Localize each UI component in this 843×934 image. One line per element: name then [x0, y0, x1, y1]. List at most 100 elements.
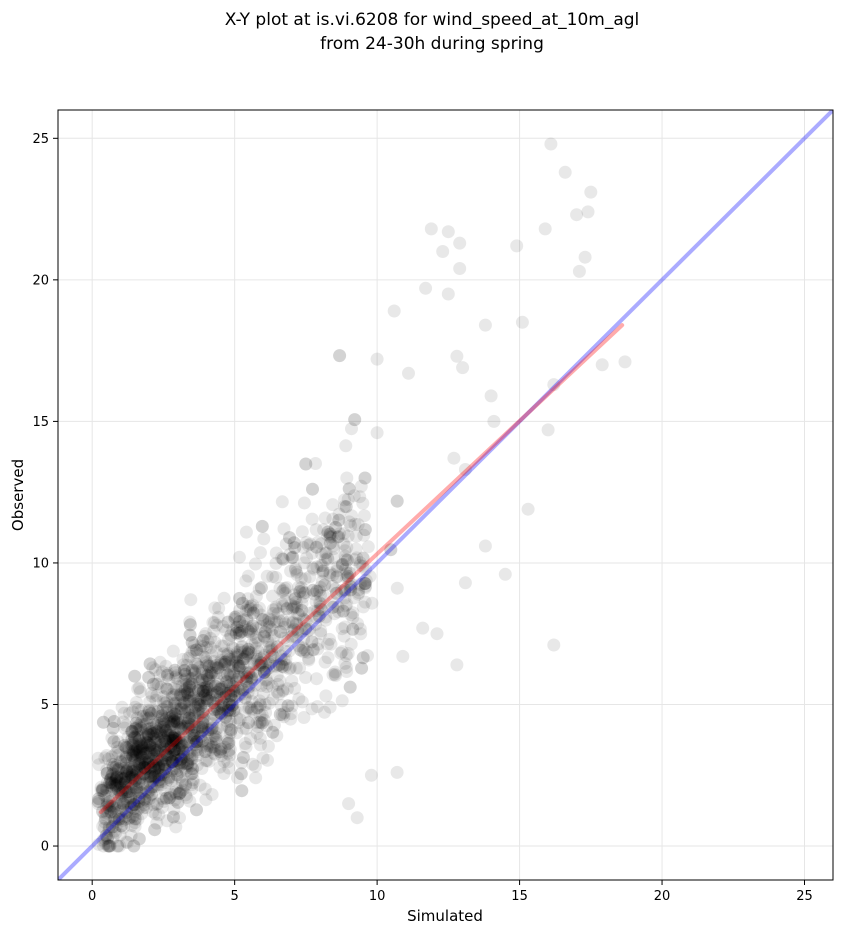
data-point: [306, 482, 319, 496]
data-point: [143, 695, 157, 709]
data-point: [358, 577, 372, 590]
data-point: [249, 771, 263, 785]
data-point: [96, 833, 110, 847]
data-point: [143, 738, 157, 752]
data-point: [168, 707, 182, 721]
data-point: [155, 711, 169, 725]
data-point: [178, 687, 192, 701]
data-point: [132, 778, 146, 792]
data-point: [172, 787, 186, 801]
data-point: [200, 693, 214, 707]
data-point: [142, 711, 156, 725]
data-point: [169, 754, 183, 767]
data-point: [227, 684, 241, 698]
data-point: [363, 569, 377, 583]
data-point: [162, 723, 176, 737]
data-point: [170, 748, 184, 761]
data-point: [106, 801, 120, 815]
data-point: [169, 734, 183, 748]
data-point: [161, 749, 174, 763]
data-point: [196, 722, 210, 736]
data-point: [336, 557, 349, 571]
data-point: [210, 702, 224, 716]
data-point: [222, 632, 236, 646]
data-point: [358, 471, 372, 485]
data-point: [198, 651, 212, 664]
data-point: [173, 739, 187, 753]
data-point: [180, 791, 194, 804]
data-point: [137, 761, 151, 775]
data-point: [257, 650, 271, 664]
data-point: [223, 722, 237, 736]
data-point: [184, 694, 198, 708]
data-point: [107, 805, 121, 819]
data-point: [110, 763, 124, 777]
data-point: [140, 722, 154, 736]
data-point: [213, 682, 227, 696]
data-point: [180, 658, 194, 672]
data-point: [145, 780, 159, 794]
data-point: [220, 687, 233, 701]
data-point: [104, 778, 118, 792]
data-point: [225, 699, 239, 713]
data-point: [218, 655, 232, 669]
data-point: [338, 620, 352, 634]
data-point: [105, 776, 119, 790]
data-point: [544, 137, 558, 151]
data-point: [111, 735, 125, 749]
data-point: [232, 716, 246, 730]
data-point: [139, 783, 153, 797]
data-point: [169, 683, 183, 697]
data-point: [126, 762, 140, 776]
data-point: [109, 772, 123, 786]
data-point: [173, 786, 187, 800]
data-point: [129, 745, 143, 759]
data-point: [174, 699, 188, 713]
data-point: [118, 721, 132, 735]
data-point: [197, 684, 211, 698]
data-point: [192, 734, 206, 748]
data-point: [151, 716, 165, 730]
data-point: [207, 624, 221, 638]
data-point: [169, 781, 183, 795]
data-point: [117, 738, 131, 752]
data-point: [321, 637, 335, 651]
data-point: [160, 699, 174, 713]
data-point: [222, 761, 236, 775]
data-point: [106, 760, 120, 774]
data-point: [106, 721, 120, 735]
data-point: [132, 718, 146, 732]
data-point: [130, 748, 144, 762]
data-point: [309, 595, 323, 608]
data-point: [163, 756, 177, 770]
data-point: [208, 700, 222, 714]
data-point: [224, 688, 238, 702]
data-point: [173, 811, 186, 825]
data-point: [618, 355, 632, 369]
data-point: [165, 755, 179, 769]
data-point: [285, 699, 299, 713]
data-point: [124, 737, 138, 751]
data-point: [218, 740, 232, 754]
data-point: [217, 767, 231, 780]
data-point: [230, 655, 244, 669]
data-point: [116, 772, 130, 786]
data-point: [149, 728, 163, 742]
data-point: [161, 772, 175, 786]
data-point: [136, 767, 150, 781]
data-point: [136, 759, 149, 773]
data-point: [154, 734, 168, 748]
data-point: [214, 742, 228, 756]
data-point: [116, 785, 130, 799]
data-point: [235, 596, 249, 610]
data-point: [120, 741, 134, 755]
data-point: [186, 773, 200, 787]
data-point: [127, 764, 141, 778]
data-point: [109, 774, 123, 787]
data-point: [172, 720, 186, 734]
data-point: [249, 641, 263, 655]
data-point: [307, 604, 321, 618]
data-point: [350, 551, 364, 565]
data-point: [116, 802, 130, 816]
data-point: [162, 672, 176, 686]
